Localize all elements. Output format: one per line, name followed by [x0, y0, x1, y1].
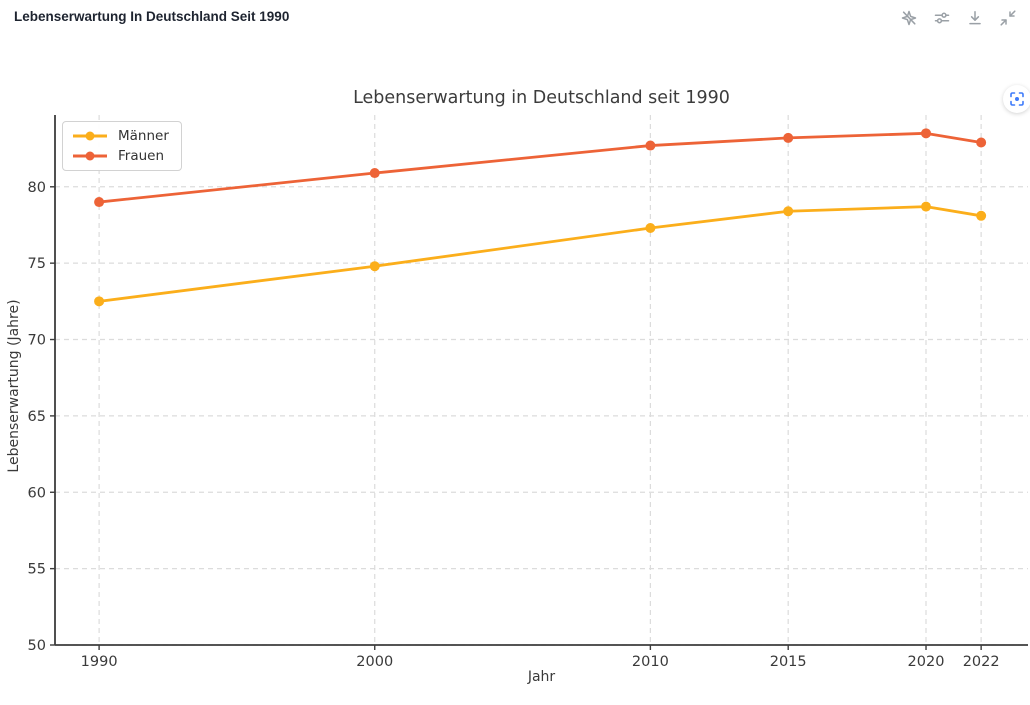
svg-text:65: 65 — [28, 409, 46, 425]
line-chart: 50 55 60 65 70 75 80 1990 2000 2010 2015 2020 2022 — [28, 115, 1028, 670]
svg-text:2015: 2015 — [770, 654, 807, 670]
svg-text:70: 70 — [28, 333, 46, 349]
svg-text:55: 55 — [28, 562, 46, 578]
header: Lebenserwartung In Deutschland Seit 1990 — [0, 0, 1030, 36]
sliders-icon[interactable] — [932, 8, 952, 28]
legend-swatch — [73, 131, 107, 141]
chart-area: Lebenserwartung in Deutschland seit 1990… — [0, 75, 1030, 700]
legend-swatch — [73, 151, 107, 161]
legend-item: Männer — [71, 128, 169, 144]
svg-text:75: 75 — [28, 256, 46, 272]
chart-title: Lebenserwartung in Deutschland seit 1990 — [353, 88, 730, 108]
svg-text:1990: 1990 — [81, 654, 118, 670]
svg-text:2020: 2020 — [908, 654, 945, 670]
svg-text:2010: 2010 — [632, 654, 669, 670]
legend-label: Männer — [118, 128, 169, 144]
sparkle-off-icon[interactable] — [899, 8, 919, 28]
legend: Männer Frauen — [62, 121, 182, 171]
svg-text:2022: 2022 — [963, 654, 1000, 670]
y-axis-label: Lebenserwartung (Jahre) — [6, 299, 22, 473]
page-title: Lebenserwartung In Deutschland Seit 1990 — [14, 9, 290, 24]
download-icon[interactable] — [965, 8, 985, 28]
svg-text:50: 50 — [28, 638, 46, 654]
focus-button[interactable] — [1003, 85, 1030, 113]
svg-text:80: 80 — [28, 180, 46, 196]
focus-icon — [1010, 92, 1024, 106]
legend-label: Frauen — [118, 148, 165, 164]
toolbar — [899, 8, 1018, 28]
legend-item: Frauen — [71, 148, 169, 164]
x-axis-label: Jahr — [527, 669, 556, 685]
collapse-icon[interactable] — [998, 8, 1018, 28]
svg-text:60: 60 — [28, 485, 46, 501]
svg-text:2000: 2000 — [356, 654, 393, 670]
